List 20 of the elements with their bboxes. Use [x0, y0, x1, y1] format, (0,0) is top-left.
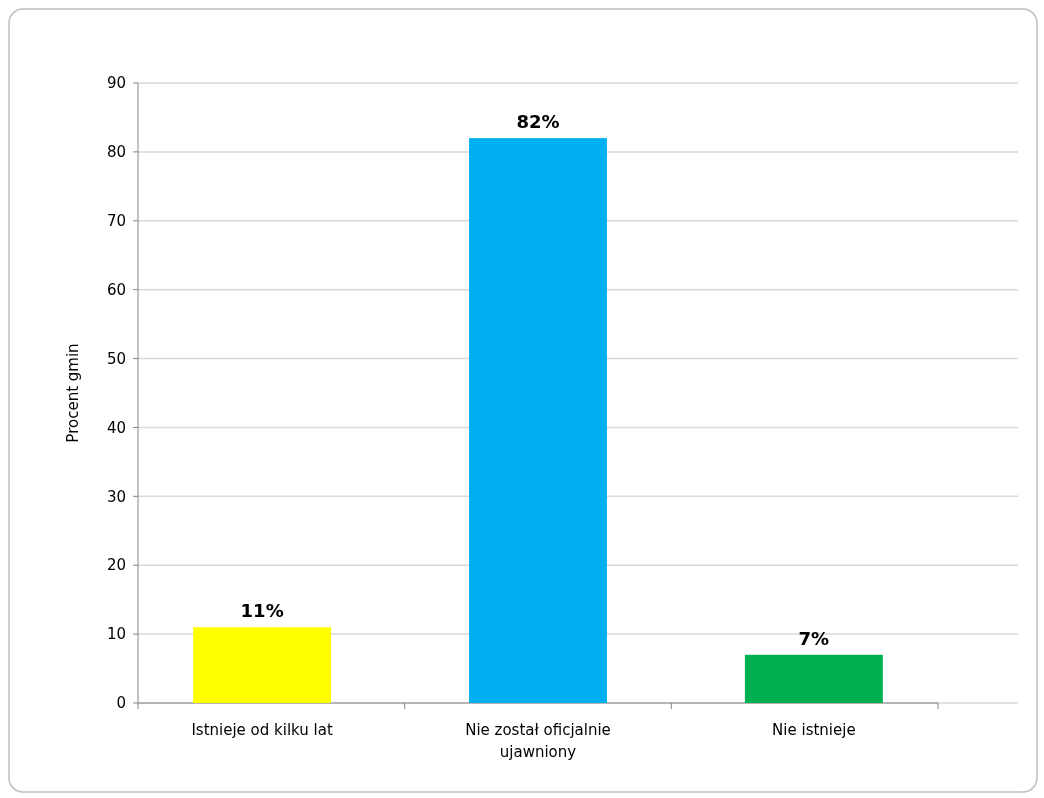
- y-tick-label: 10: [106, 625, 126, 644]
- data-label: 82%: [516, 111, 560, 133]
- y-tick-label: 60: [106, 280, 126, 299]
- y-tick-label: 90: [106, 74, 126, 93]
- y-tick-label: 40: [106, 418, 126, 437]
- y-tick-label: 30: [106, 487, 126, 506]
- y-tick-label: 80: [106, 143, 126, 162]
- y-axis-title: Procent gmin: [64, 343, 82, 443]
- bar: [744, 654, 883, 703]
- data-label: 7%: [798, 627, 830, 649]
- bar: [193, 627, 332, 703]
- x-tick-label: Nie został oficjalnie ujawniony: [465, 721, 611, 761]
- y-tick-label: 70: [106, 212, 126, 231]
- y-tick-label: 50: [106, 349, 126, 368]
- y-tick-label: 0: [116, 694, 126, 713]
- bar: [469, 138, 607, 703]
- y-tick-label: 20: [106, 556, 126, 575]
- data-label: 11%: [240, 600, 284, 622]
- x-tick-label: Istnieje od kilku lat: [191, 721, 333, 739]
- x-tick-label: Nie istnieje: [772, 721, 856, 739]
